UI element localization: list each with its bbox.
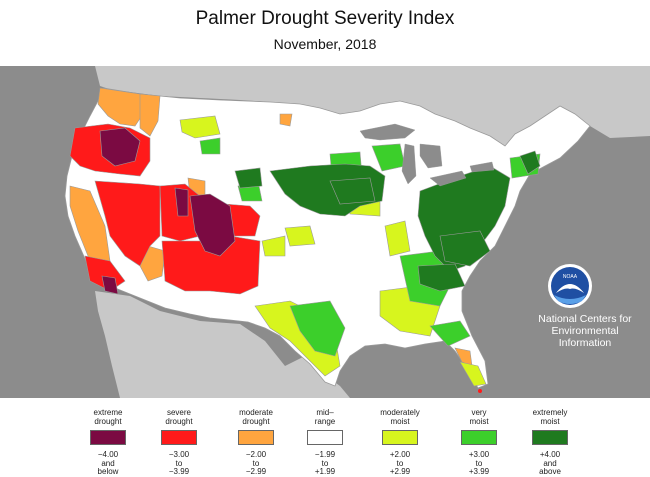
- mexico-land: [95, 291, 350, 398]
- map-subtitle: November, 2018: [273, 36, 377, 52]
- legend-label: moist: [469, 417, 489, 426]
- legend-swatch: [90, 430, 126, 445]
- legend-label: very: [471, 408, 487, 417]
- legend-label: drought: [242, 417, 270, 426]
- legend-label: drought: [94, 417, 122, 426]
- legend-range: and: [101, 458, 115, 468]
- legend-label: moist: [390, 417, 410, 426]
- legend-item-very-moist: very moist +3.00 to +3.99: [437, 404, 521, 477]
- legend-item-extreme-drought: extreme drought −4.00 and below: [66, 404, 150, 477]
- legend-label: mid–: [316, 408, 334, 417]
- legend-label: extremely: [532, 408, 568, 417]
- legend-range: +3.00: [468, 450, 490, 459]
- extremely-moist-regions: [234, 150, 541, 292]
- conus-base: [64, 87, 591, 389]
- region-nv-red: [94, 180, 161, 267]
- legend-range: +3.99: [468, 467, 490, 476]
- legend-range: −2.99: [245, 467, 267, 476]
- legend-swatch: [461, 430, 497, 445]
- region-fl-keys-red: [478, 389, 482, 393]
- legend-range: −3.00: [168, 450, 190, 459]
- region-ks-yg: [284, 225, 316, 247]
- legend-item-extremely-moist: extremely moist +4.00 and above: [508, 404, 592, 477]
- region-sd-dg: [234, 167, 263, 189]
- noaa-caption: National Centers for Environmental Infor…: [515, 313, 650, 349]
- noaa-logo-badge: NOAA: [563, 274, 578, 280]
- lake-huron: [419, 143, 443, 169]
- region-or-extreme: [99, 127, 141, 167]
- legend-item-moderately-moist: moderately moist +2.00 to +2.99: [358, 404, 442, 477]
- extreme-drought-regions: [99, 127, 236, 295]
- region-ne-yg: [261, 235, 286, 257]
- legend-range: to: [321, 458, 329, 468]
- lake-erie: [429, 170, 467, 187]
- lake-superior: [359, 123, 416, 141]
- region-mt-yg: [179, 115, 221, 139]
- region-nv-extreme: [174, 187, 189, 217]
- region-va-dg: [439, 230, 491, 267]
- legend-range: +1.99: [314, 467, 336, 476]
- legend-range: to: [252, 458, 260, 468]
- legend-range: and: [543, 458, 557, 468]
- legend-range: +2.00: [389, 450, 411, 459]
- region-tn-dg: [417, 263, 466, 292]
- region-il-yg: [384, 220, 411, 257]
- noaa-logo: NOAA: [548, 264, 592, 308]
- legend-range: to: [475, 458, 483, 468]
- legend-range: +4.00: [539, 450, 561, 459]
- legend-range: to: [175, 458, 183, 468]
- legend-range: to: [396, 458, 404, 468]
- legend-swatch: [238, 430, 274, 445]
- region-fl-yg: [459, 361, 487, 387]
- legend: extreme drought −4.00 and below severe droug…: [0, 400, 650, 477]
- noaa-caption-line2: Environmental: [551, 325, 619, 337]
- region-tx-vg: [289, 300, 346, 357]
- legend-range: −2.00: [245, 450, 267, 459]
- legend-swatch: [532, 430, 568, 445]
- legend-label: severe: [166, 408, 191, 417]
- noaa-caption-line3: Information: [558, 337, 612, 349]
- legend-label: range: [314, 417, 336, 426]
- legend-swatch: [382, 430, 418, 445]
- legend-swatch: [161, 430, 197, 445]
- lake-ontario: [469, 161, 495, 173]
- region-socal-extreme: [101, 275, 119, 295]
- noaa-logo-bird-icon: [556, 284, 584, 293]
- legend-label: moderate: [239, 408, 273, 417]
- canada-land: [95, 66, 650, 146]
- legend-label: extreme: [93, 408, 123, 417]
- legend-label: moist: [540, 417, 560, 426]
- region-midwest-dg: [269, 163, 386, 217]
- region-mt-orange: [279, 113, 293, 127]
- drought-map: [0, 66, 650, 398]
- legend-range: −4.00: [97, 450, 119, 459]
- legend-item-severe-drought: severe drought −3.00 to −3.99: [137, 404, 221, 477]
- noaa-caption-line1: National Centers for: [538, 313, 632, 325]
- noaa-logo-wave: [554, 295, 586, 304]
- legend-range: −1.99: [314, 450, 336, 459]
- map-title: Palmer Drought Severity Index: [195, 8, 455, 29]
- legend-range: above: [539, 467, 561, 476]
- legend-range: +2.99: [389, 467, 411, 476]
- legend-item-moderate-drought: moderate drought −2.00 to −2.99: [214, 404, 298, 477]
- legend-range: below: [97, 467, 119, 476]
- region-iowa-dg: [329, 177, 376, 205]
- legend-range: −3.99: [168, 467, 190, 476]
- legend-label: drought: [165, 417, 193, 426]
- region-ga-vg: [429, 320, 471, 347]
- lake-michigan: [401, 143, 417, 185]
- legend-swatch: [307, 430, 343, 445]
- great-lakes: [359, 123, 495, 187]
- region-idaho-orange: [139, 93, 161, 137]
- region-wa-vg: [199, 137, 221, 155]
- legend-item-mid-range: mid– range −1.99 to +1.99: [283, 404, 367, 477]
- region-ne-state-dg: [519, 150, 541, 175]
- legend-label: moderately: [380, 408, 420, 417]
- region-ut-co-extreme: [189, 193, 236, 257]
